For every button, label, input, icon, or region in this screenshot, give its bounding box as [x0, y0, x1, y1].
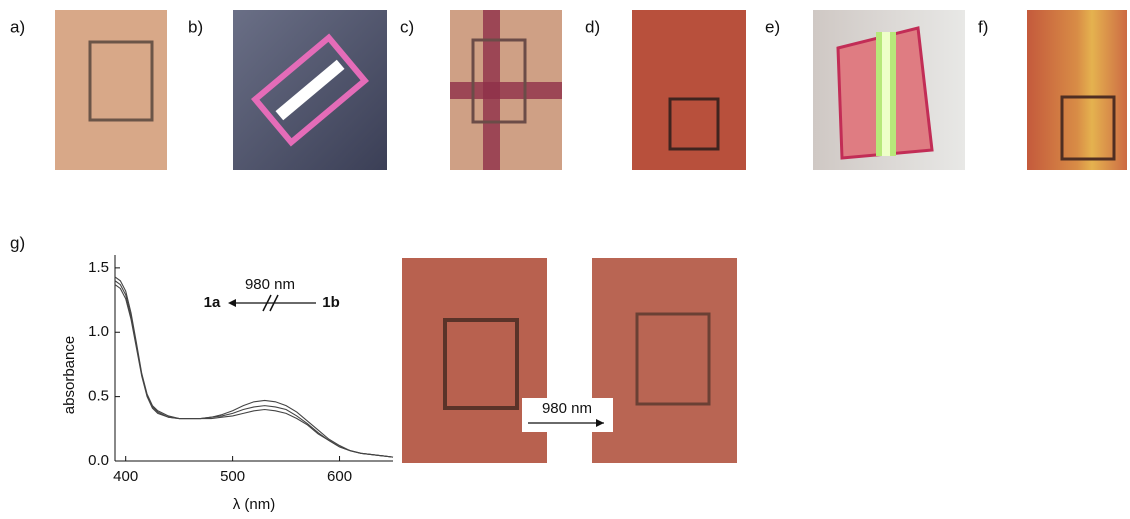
- panel-label: g): [10, 233, 25, 252]
- panel-label: a): [10, 17, 25, 36]
- panel-label: c): [400, 17, 414, 36]
- y-axis-label: absorbance: [61, 336, 78, 414]
- annotation-to: 1a: [204, 294, 221, 311]
- photo-b: [233, 10, 387, 170]
- panel-label: e): [765, 17, 780, 36]
- panel-label: d): [585, 17, 600, 36]
- panel-label: f): [978, 17, 988, 36]
- x-tick-label: 500: [220, 468, 245, 485]
- photo-g-after: [592, 258, 737, 463]
- x-tick-label: 400: [113, 468, 138, 485]
- photo-d: [632, 10, 746, 170]
- y-tick-label: 0.0: [88, 452, 109, 469]
- y-tick-label: 0.5: [88, 388, 109, 405]
- x-tick-label: 600: [327, 468, 352, 485]
- photo-g-before: [402, 258, 547, 463]
- arrow-label: 980 nm: [542, 400, 592, 417]
- spectrum-line: [115, 285, 393, 458]
- photo-e: [813, 10, 965, 170]
- y-tick-label: 1.0: [88, 323, 109, 340]
- photo-f: [1027, 10, 1127, 170]
- annotation-arrow-head: [228, 299, 236, 307]
- panel-label: b): [188, 17, 203, 36]
- spectrum-line: [115, 281, 393, 457]
- annotation-wavelength: 980 nm: [245, 276, 295, 293]
- spectrum-line: [115, 277, 393, 457]
- y-tick-label: 1.5: [88, 259, 109, 276]
- figure: 980 nm a) b) c) d) e) f) g) absorbance λ…: [0, 0, 1130, 519]
- photo-c: [450, 10, 562, 170]
- plot: 0.0 0.5 1.0 1.5 400 500 600: [88, 255, 393, 485]
- x-axis-label: λ (nm): [233, 496, 276, 513]
- annotation-from: 1b: [322, 294, 340, 311]
- photo-a: [55, 10, 167, 170]
